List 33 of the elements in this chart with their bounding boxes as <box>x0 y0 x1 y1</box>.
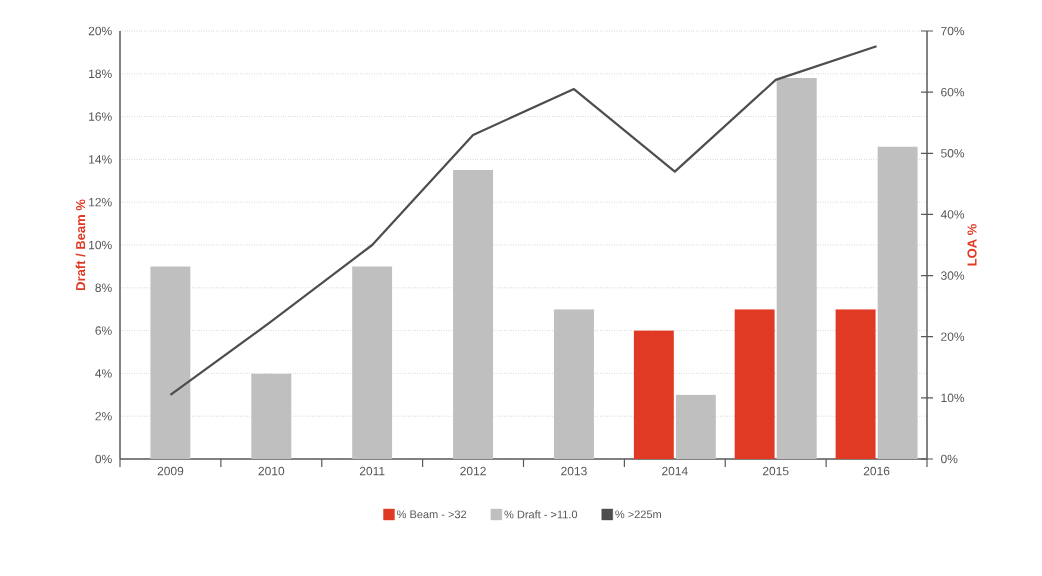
y2-tick-label: 40% <box>940 210 965 219</box>
y2-tick-label: 10% <box>941 393 965 403</box>
y-tick-label: 18% <box>89 69 112 79</box>
x-tick-label: 2014 <box>662 466 688 476</box>
legend-label: % Beam - >32 <box>397 510 467 519</box>
y-tick-label: 12% <box>89 197 112 207</box>
y-tick-label: 2% <box>95 411 112 421</box>
y2-tick-label: 50% <box>941 149 965 158</box>
legend-label: % Draft - >11.0 <box>504 510 578 519</box>
line-series <box>169 45 878 396</box>
x-tick-label: 2016 <box>863 466 890 476</box>
y-tick-label: 14% <box>89 155 112 164</box>
x-tick-label: 2013 <box>561 466 587 476</box>
y2-tick-label: 30% <box>940 271 965 280</box>
x-tick-label: 2012 <box>460 466 486 476</box>
y-tick-label: 10% <box>89 240 112 250</box>
y-tick-label: 0% <box>95 454 112 464</box>
y-tick-label: 16% <box>89 112 112 121</box>
x-tick-label: 2010 <box>258 466 285 476</box>
y2-tick-label: 60% <box>941 87 965 97</box>
y-tick-label: 4% <box>95 369 112 378</box>
x-tick-label: 2011 <box>359 466 385 476</box>
y2-axis-title: LOA % <box>967 224 977 266</box>
y2-tick-label: 0% <box>941 454 958 464</box>
y2-tick-label: 70% <box>941 26 965 36</box>
x-tick-label: 2009 <box>157 466 184 476</box>
y-axis-title: Draft / Beam % <box>75 199 86 291</box>
x-tick-label: 2015 <box>762 466 789 476</box>
legend-label: % >225m <box>615 510 661 519</box>
y-tick-label: 8% <box>95 283 112 293</box>
y-tick-label: 20% <box>88 26 112 36</box>
y2-tick-label: 20% <box>941 332 965 341</box>
y-tick-label: 6% <box>95 326 112 335</box>
